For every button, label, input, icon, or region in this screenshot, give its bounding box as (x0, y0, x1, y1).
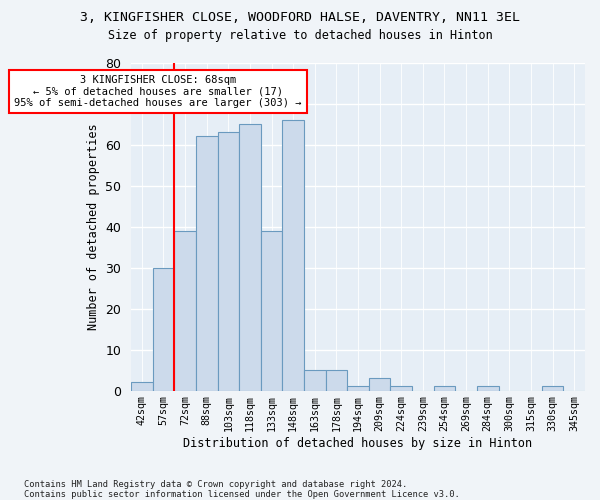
Y-axis label: Number of detached properties: Number of detached properties (87, 123, 100, 330)
Text: Contains HM Land Registry data © Crown copyright and database right 2024.
Contai: Contains HM Land Registry data © Crown c… (24, 480, 460, 499)
Bar (175, 230, 196, 390)
X-axis label: Distribution of detached houses by size in Hinton: Distribution of detached houses by size … (184, 437, 533, 450)
Bar (434, 386, 455, 390)
Bar (304, 370, 326, 390)
Bar (152, 268, 175, 390)
Bar (283, 120, 304, 390)
Bar (326, 370, 347, 390)
Text: 3 KINGFISHER CLOSE: 68sqm
← 5% of detached houses are smaller (17)
95% of semi-d: 3 KINGFISHER CLOSE: 68sqm ← 5% of detach… (14, 75, 302, 108)
Bar (369, 378, 391, 390)
Bar (347, 386, 369, 390)
Bar (477, 386, 499, 390)
Bar (196, 136, 218, 390)
Bar (261, 230, 283, 390)
Bar (131, 382, 152, 390)
Bar (391, 386, 412, 390)
Bar (239, 124, 261, 390)
Text: 3, KINGFISHER CLOSE, WOODFORD HALSE, DAVENTRY, NN11 3EL: 3, KINGFISHER CLOSE, WOODFORD HALSE, DAV… (80, 11, 520, 24)
Bar (218, 132, 239, 390)
Bar (542, 386, 563, 390)
Text: Size of property relative to detached houses in Hinton: Size of property relative to detached ho… (107, 29, 493, 42)
